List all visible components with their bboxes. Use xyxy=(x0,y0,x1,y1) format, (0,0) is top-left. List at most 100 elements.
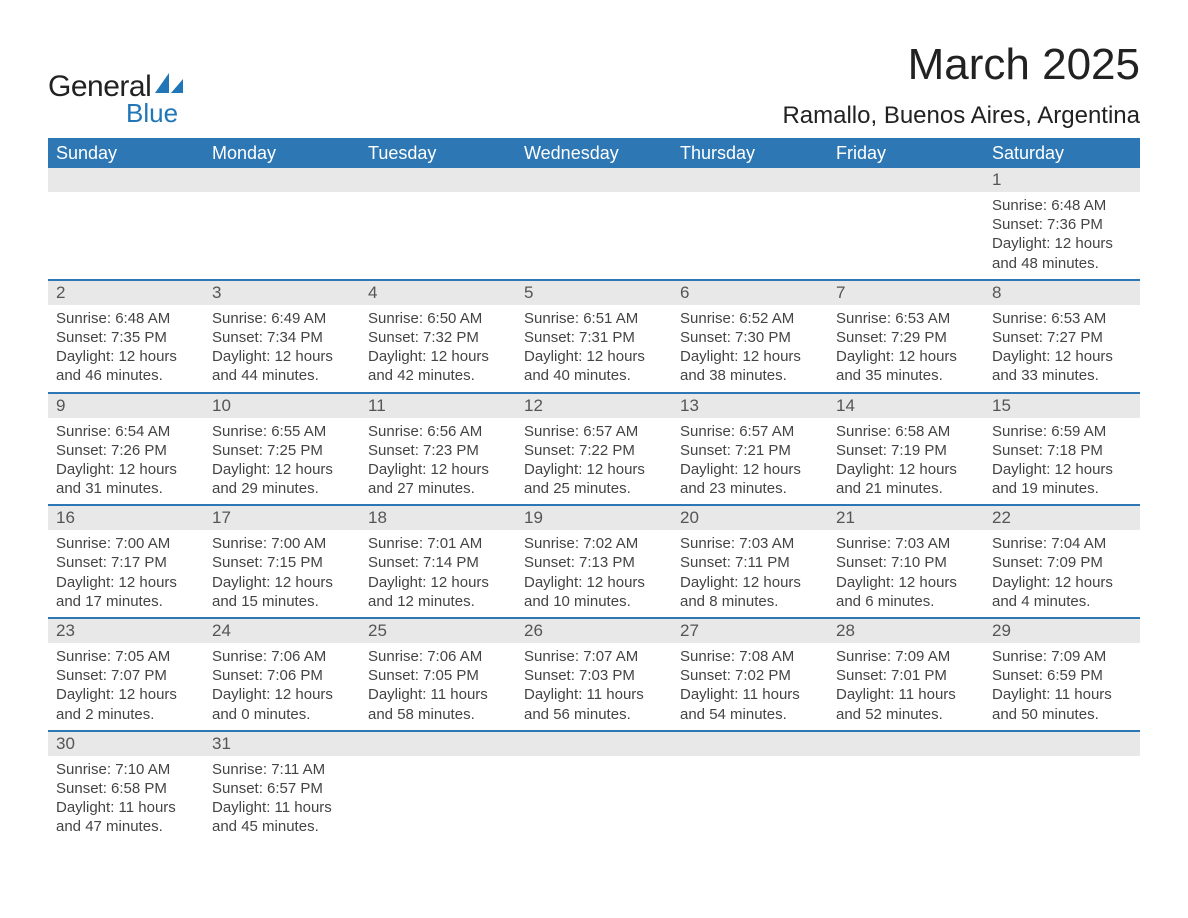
weekday-header: Saturday xyxy=(984,138,1140,168)
calendar-day-cell: 23Sunrise: 7:05 AMSunset: 7:07 PMDayligh… xyxy=(48,618,204,731)
day-details: Sunrise: 7:06 AMSunset: 7:05 PMDaylight:… xyxy=(360,643,516,730)
day-number: 8 xyxy=(984,281,1140,305)
logo-text-blue: Blue xyxy=(126,98,183,129)
empty-daynum-bar xyxy=(672,732,828,756)
day-number: 2 xyxy=(48,281,204,305)
calendar-day-cell: 15Sunrise: 6:59 AMSunset: 7:18 PMDayligh… xyxy=(984,393,1140,506)
day-details: Sunrise: 6:55 AMSunset: 7:25 PMDaylight:… xyxy=(204,418,360,505)
day-number: 24 xyxy=(204,619,360,643)
sunrise-line: Sunrise: 7:02 AM xyxy=(524,534,664,553)
calendar-day-cell: 10Sunrise: 6:55 AMSunset: 7:25 PMDayligh… xyxy=(204,393,360,506)
daylight-line: Daylight: 11 hours and 52 minutes. xyxy=(836,685,976,723)
day-details: Sunrise: 6:48 AMSunset: 7:35 PMDaylight:… xyxy=(48,305,204,392)
day-number: 17 xyxy=(204,506,360,530)
sunset-line: Sunset: 7:03 PM xyxy=(524,666,664,685)
calendar-week-row: 23Sunrise: 7:05 AMSunset: 7:07 PMDayligh… xyxy=(48,618,1140,731)
calendar-day-cell: 12Sunrise: 6:57 AMSunset: 7:22 PMDayligh… xyxy=(516,393,672,506)
day-details: Sunrise: 6:50 AMSunset: 7:32 PMDaylight:… xyxy=(360,305,516,392)
day-number: 22 xyxy=(984,506,1140,530)
sunrise-line: Sunrise: 6:52 AM xyxy=(680,309,820,328)
day-details: Sunrise: 7:03 AMSunset: 7:10 PMDaylight:… xyxy=(828,530,984,617)
day-details: Sunrise: 7:00 AMSunset: 7:15 PMDaylight:… xyxy=(204,530,360,617)
sunset-line: Sunset: 6:59 PM xyxy=(992,666,1132,685)
title-block: March 2025 Ramallo, Buenos Aires, Argent… xyxy=(782,40,1140,130)
day-number: 25 xyxy=(360,619,516,643)
sunrise-line: Sunrise: 7:08 AM xyxy=(680,647,820,666)
sunset-line: Sunset: 7:30 PM xyxy=(680,328,820,347)
sunrise-line: Sunrise: 6:57 AM xyxy=(680,422,820,441)
daylight-line: Daylight: 12 hours and 25 minutes. xyxy=(524,460,664,498)
daylight-line: Daylight: 12 hours and 17 minutes. xyxy=(56,573,196,611)
calendar-day-cell: 22Sunrise: 7:04 AMSunset: 7:09 PMDayligh… xyxy=(984,505,1140,618)
calendar-day-cell: 26Sunrise: 7:07 AMSunset: 7:03 PMDayligh… xyxy=(516,618,672,731)
day-number: 21 xyxy=(828,506,984,530)
sunrise-line: Sunrise: 6:56 AM xyxy=(368,422,508,441)
sunset-line: Sunset: 7:05 PM xyxy=(368,666,508,685)
daylight-line: Daylight: 12 hours and 31 minutes. xyxy=(56,460,196,498)
empty-daynum-bar xyxy=(828,168,984,192)
sunset-line: Sunset: 7:27 PM xyxy=(992,328,1132,347)
sunset-line: Sunset: 7:18 PM xyxy=(992,441,1132,460)
day-number: 1 xyxy=(984,168,1140,192)
calendar-empty-cell xyxy=(360,731,516,843)
sunrise-line: Sunrise: 6:58 AM xyxy=(836,422,976,441)
day-number: 15 xyxy=(984,394,1140,418)
day-details: Sunrise: 7:09 AMSunset: 6:59 PMDaylight:… xyxy=(984,643,1140,730)
sunrise-line: Sunrise: 7:09 AM xyxy=(836,647,976,666)
sunrise-line: Sunrise: 7:09 AM xyxy=(992,647,1132,666)
day-number: 20 xyxy=(672,506,828,530)
sunset-line: Sunset: 6:58 PM xyxy=(56,779,196,798)
day-details: Sunrise: 6:49 AMSunset: 7:34 PMDaylight:… xyxy=(204,305,360,392)
calendar-week-row: 30Sunrise: 7:10 AMSunset: 6:58 PMDayligh… xyxy=(48,731,1140,843)
logo-sail-icon xyxy=(155,73,183,98)
day-details: Sunrise: 7:09 AMSunset: 7:01 PMDaylight:… xyxy=(828,643,984,730)
day-details: Sunrise: 6:54 AMSunset: 7:26 PMDaylight:… xyxy=(48,418,204,505)
calendar-empty-cell xyxy=(984,731,1140,843)
day-number: 30 xyxy=(48,732,204,756)
daylight-line: Daylight: 12 hours and 23 minutes. xyxy=(680,460,820,498)
weekday-header: Sunday xyxy=(48,138,204,168)
sunset-line: Sunset: 7:14 PM xyxy=(368,553,508,572)
day-details: Sunrise: 6:53 AMSunset: 7:29 PMDaylight:… xyxy=(828,305,984,392)
day-details: Sunrise: 6:57 AMSunset: 7:21 PMDaylight:… xyxy=(672,418,828,505)
sunset-line: Sunset: 7:31 PM xyxy=(524,328,664,347)
calendar-empty-cell xyxy=(360,168,516,280)
location-subtitle: Ramallo, Buenos Aires, Argentina xyxy=(782,102,1140,130)
calendar-day-cell: 18Sunrise: 7:01 AMSunset: 7:14 PMDayligh… xyxy=(360,505,516,618)
calendar-day-cell: 29Sunrise: 7:09 AMSunset: 6:59 PMDayligh… xyxy=(984,618,1140,731)
daylight-line: Daylight: 12 hours and 27 minutes. xyxy=(368,460,508,498)
day-details: Sunrise: 6:48 AMSunset: 7:36 PMDaylight:… xyxy=(984,192,1140,279)
sunrise-line: Sunrise: 6:49 AM xyxy=(212,309,352,328)
day-number: 14 xyxy=(828,394,984,418)
sunset-line: Sunset: 7:29 PM xyxy=(836,328,976,347)
day-details: Sunrise: 7:06 AMSunset: 7:06 PMDaylight:… xyxy=(204,643,360,730)
sunrise-line: Sunrise: 6:51 AM xyxy=(524,309,664,328)
empty-daynum-bar xyxy=(516,168,672,192)
day-details: Sunrise: 7:08 AMSunset: 7:02 PMDaylight:… xyxy=(672,643,828,730)
calendar-day-cell: 27Sunrise: 7:08 AMSunset: 7:02 PMDayligh… xyxy=(672,618,828,731)
calendar-week-row: 16Sunrise: 7:00 AMSunset: 7:17 PMDayligh… xyxy=(48,505,1140,618)
sunset-line: Sunset: 7:34 PM xyxy=(212,328,352,347)
day-details: Sunrise: 7:00 AMSunset: 7:17 PMDaylight:… xyxy=(48,530,204,617)
sunrise-line: Sunrise: 6:53 AM xyxy=(836,309,976,328)
calendar-day-cell: 8Sunrise: 6:53 AMSunset: 7:27 PMDaylight… xyxy=(984,280,1140,393)
day-details: Sunrise: 7:03 AMSunset: 7:11 PMDaylight:… xyxy=(672,530,828,617)
calendar-day-cell: 14Sunrise: 6:58 AMSunset: 7:19 PMDayligh… xyxy=(828,393,984,506)
sunset-line: Sunset: 7:21 PM xyxy=(680,441,820,460)
calendar-week-row: 2Sunrise: 6:48 AMSunset: 7:35 PMDaylight… xyxy=(48,280,1140,393)
daylight-line: Daylight: 12 hours and 48 minutes. xyxy=(992,234,1132,272)
empty-daynum-bar xyxy=(360,168,516,192)
daylight-line: Daylight: 12 hours and 46 minutes. xyxy=(56,347,196,385)
weekday-header: Friday xyxy=(828,138,984,168)
daylight-line: Daylight: 12 hours and 29 minutes. xyxy=(212,460,352,498)
sunset-line: Sunset: 7:09 PM xyxy=(992,553,1132,572)
sunrise-line: Sunrise: 6:57 AM xyxy=(524,422,664,441)
sunset-line: Sunset: 7:26 PM xyxy=(56,441,196,460)
sunrise-line: Sunrise: 6:48 AM xyxy=(992,196,1132,215)
daylight-line: Daylight: 12 hours and 38 minutes. xyxy=(680,347,820,385)
day-number: 16 xyxy=(48,506,204,530)
day-details: Sunrise: 6:56 AMSunset: 7:23 PMDaylight:… xyxy=(360,418,516,505)
calendar-day-cell: 13Sunrise: 6:57 AMSunset: 7:21 PMDayligh… xyxy=(672,393,828,506)
calendar-day-cell: 25Sunrise: 7:06 AMSunset: 7:05 PMDayligh… xyxy=(360,618,516,731)
day-details: Sunrise: 7:10 AMSunset: 6:58 PMDaylight:… xyxy=(48,756,204,843)
